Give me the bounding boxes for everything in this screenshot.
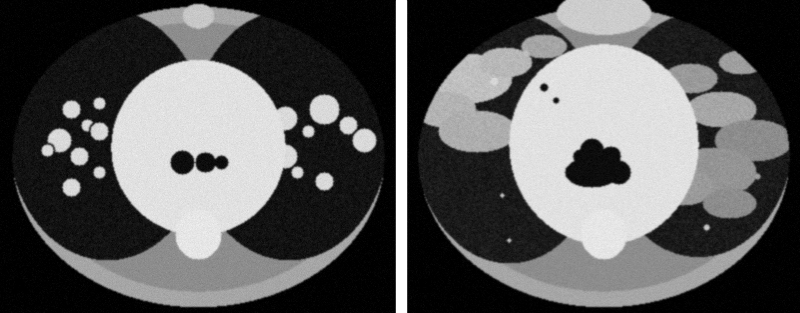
Text: B: B — [418, 278, 432, 297]
Text: A: A — [12, 278, 27, 297]
